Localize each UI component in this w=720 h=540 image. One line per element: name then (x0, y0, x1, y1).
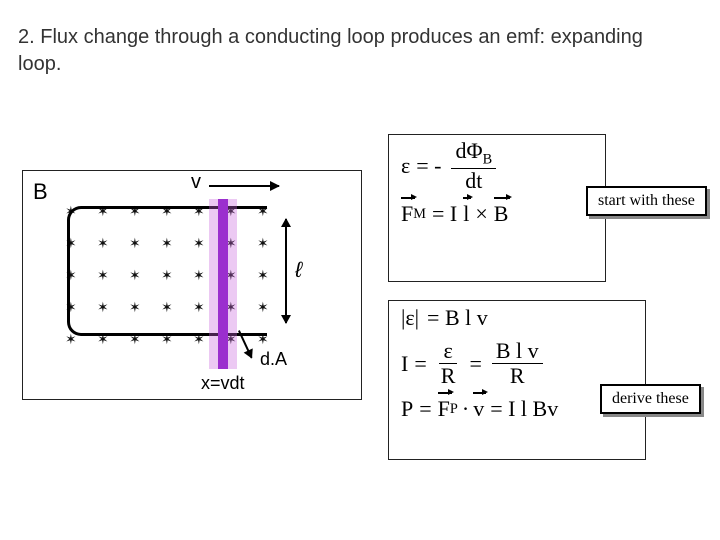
magnetic-force-equation: FM = I l × B (389, 197, 605, 231)
emf-blv-equation: |ε| = B l v (389, 301, 645, 335)
blv-over-R: B l v R (492, 339, 543, 388)
length-dimension-bar (285, 219, 287, 323)
b-vector: B (494, 201, 509, 227)
dA-label: d.A (260, 349, 287, 370)
dt: dt (461, 169, 486, 193)
emf-flux-equation: ε = - dΦB dt (389, 135, 605, 197)
abs-emf: |ε| (401, 305, 419, 331)
ilbv-rhs: = I l Bv (490, 396, 558, 422)
cross-product: × (475, 201, 487, 227)
given-equations-box: ε = - dΦB dt FM = I l × B (388, 134, 606, 282)
length-label: ℓ (295, 257, 302, 283)
Fp-vector: F (438, 396, 450, 422)
dPhi-over-dt: dΦB dt (451, 139, 496, 193)
derive-these-callout: derive these (600, 384, 701, 414)
emf-over-R: ε R (437, 339, 460, 388)
dPhi: dΦ (455, 138, 482, 163)
v-vector: v (473, 396, 484, 422)
blv-rhs: = B l v (427, 305, 488, 331)
velocity-label: v (191, 171, 201, 194)
equals2: = (469, 351, 481, 377)
derived-equations-box: |ε| = B l v I = ε R = B l v R P = FP · v… (388, 300, 646, 460)
b-field-label: B (33, 179, 48, 205)
force-sub-m: M (413, 206, 426, 223)
power-P: P (401, 396, 413, 422)
velocity-arrow (209, 185, 279, 187)
phi-sub-b: B (483, 151, 493, 167)
equals1: = (414, 351, 426, 377)
current-I: I (401, 351, 408, 377)
conducting-loop (67, 206, 267, 336)
force-vector: F (401, 201, 413, 227)
expanding-loop-diagram: B ✶✶✶✶✶✶✶✶✶✶✶✶✶✶✶✶✶✶✶✶✶✶✶✶✶✶✶✶✶✶✶✶✶✶✶ v … (22, 170, 362, 400)
x-displacement-label: x=vdt (201, 373, 245, 394)
equals-minus: = - (416, 153, 441, 179)
emf-symbol: ε (401, 153, 410, 179)
moving-bar (218, 199, 228, 369)
start-with-these-callout: start with these (586, 186, 707, 216)
page-title: 2. Flux change through a conducting loop… (18, 24, 658, 78)
length-vector: l (463, 201, 469, 227)
equals-I: = I (432, 201, 457, 227)
F-sub-p: P (450, 401, 458, 418)
dot-product: · (462, 396, 469, 422)
equals3: = (419, 396, 431, 422)
